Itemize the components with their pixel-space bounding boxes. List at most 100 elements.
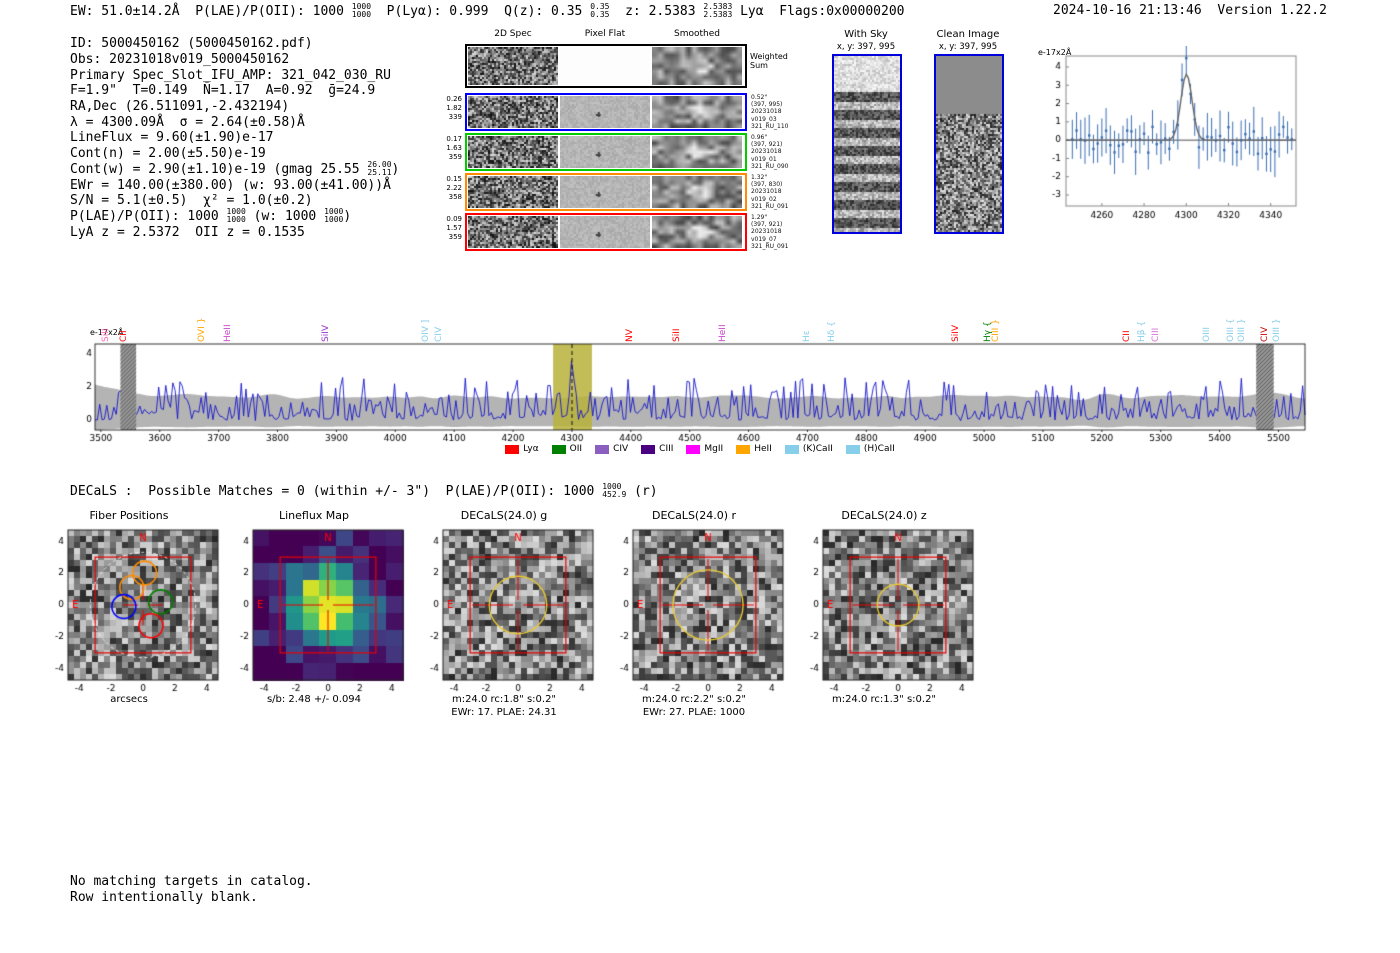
text-segment: Lyα Flags:0x00000200 <box>732 3 905 19</box>
pixel-flat-cutout <box>560 47 650 85</box>
info-line: Obs: 20231018v019_5000450162 <box>70 52 399 68</box>
text-segment: P(LAE)/P(OII): 1000 <box>70 208 227 224</box>
pixel-flat-cutout <box>560 216 650 248</box>
detection-info-block: ID: 5000450162 (5000450162.pdf) Obs: 2023… <box>70 36 399 240</box>
cutout-title: DECaLS(24.0) z <box>841 509 927 522</box>
legend-swatch <box>686 444 701 454</box>
spectral-line-label: CII <box>1122 330 1133 342</box>
cutout-image-0 <box>35 524 223 692</box>
info-line: ID: 5000450162 (5000450162.pdf) <box>70 36 399 52</box>
text-segment: Obs: 20231018v019_5000450162 <box>70 52 290 68</box>
pixel-flat-cutout <box>560 136 650 168</box>
spectral-line-label: Hε <box>802 330 813 342</box>
spectral-line-label: SiIV <box>320 324 331 342</box>
spacer <box>1202 3 1218 18</box>
full-spectrum-chart <box>70 338 1310 446</box>
stacked-fraction: 1000 1000 <box>226 207 246 225</box>
cutout-row-stats: 0.15 2.22 358 <box>446 175 462 201</box>
info-line: Cont(n) = 2.00(±5.50)e-19 <box>70 146 399 162</box>
spectral-line-label: SiIV <box>950 324 961 342</box>
legend-swatch <box>641 444 656 454</box>
spectral-line-label: CIV <box>433 326 444 342</box>
text-segment: (r) <box>626 483 658 499</box>
legend-swatch <box>845 444 860 454</box>
text-segment: Primary Spec_Slot_IFU_AMP: 321_042_030_R… <box>70 67 391 83</box>
text-segment: ) <box>343 208 352 224</box>
spectral-line-label: CIII <box>1151 327 1162 342</box>
cutout-caption: m:24.0 rc:2.2" s:0.2" <box>641 694 747 705</box>
text-segment: (w: 1000 <box>245 208 325 224</box>
footer-note: Row intentionally blank. <box>70 890 258 905</box>
cutout-caption: arcsecs <box>110 694 148 705</box>
cutout-row-1 <box>465 93 747 131</box>
text-segment: P(Lyα): 0.999 Q(z): 0.35 <box>371 3 591 19</box>
text-segment: EW: 51.0±14.2Å P(LAE)/P(OII): 1000 <box>70 3 352 19</box>
text-segment: RA,Dec (26.511091,-2.432194) <box>70 99 290 115</box>
emission-line-fit-chart <box>1030 46 1302 228</box>
cutout-image-2 <box>410 524 598 692</box>
info-line: λ = 4300.09Å σ = 2.64(±0.58)Å <box>70 114 399 130</box>
legend-item: Lyα <box>505 444 539 454</box>
cutout-row-0 <box>465 44 747 88</box>
legend-label: (H)CaII <box>863 444 895 454</box>
text-segment: LineFlux = 9.60(±1.90)e-17 <box>70 130 274 146</box>
cutout-row-stats: 0.17 1.63 359 <box>446 135 462 161</box>
info-line: Cont(w) = 2.90(±1.10)e-19 (gmag 25.55 26… <box>70 161 399 178</box>
spectral-line-label: Hδ { <box>827 321 838 342</box>
legend-label: CIV <box>613 444 629 454</box>
cutout-caption: m:24.0 rc:1.8" s:0.2" <box>451 694 557 705</box>
cutout-caption: EWr: 27. PLAE: 1000 <box>642 707 746 718</box>
legend-label: MgII <box>704 444 724 454</box>
cutout-row-annotation: 0.96" (397, 921) 20231018 v019_01 321_RU_090 <box>751 134 789 170</box>
text-segment: EWr = 140.00(±380.00) (w: 93.00(±41.00))… <box>70 177 391 193</box>
smoothed-cutout <box>652 47 742 85</box>
legend-swatch <box>505 444 520 454</box>
with-sky-image <box>834 56 900 232</box>
legend-swatch <box>784 444 799 454</box>
text-segment: λ = 4300.09Å σ = 2.64(±0.58)Å <box>70 114 305 130</box>
text-segment: Cont(n) = 2.00(±5.50)e-19 <box>70 146 266 162</box>
legend-item: MgII <box>686 444 723 454</box>
zoom-chart-ylabel: e-17x2Å <box>1038 48 1072 57</box>
info-line: P(LAE)/P(OII): 1000 1000 1000 (w: 1000 10… <box>70 207 399 225</box>
text-segment: F=1.9" T=0.149 N̄=1.17 A=0.92 ḡ=24.9 <box>70 83 376 99</box>
with-sky-panel <box>832 54 902 234</box>
col-header-smoothed: Smoothed <box>674 29 720 39</box>
legend-item: HeII <box>736 444 772 454</box>
report-version: Version 1.22.2 <box>1217 3 1327 18</box>
footer-note: No matching targets in catalog. <box>70 874 313 889</box>
legend-label: (K)CaII <box>802 444 833 454</box>
spectral-line-label: OVI } <box>197 317 208 342</box>
cutout-row-annotation: 0.52" (397, 995) 20231018 v019_03 321_RU_110 <box>751 94 789 130</box>
info-line: LineFlux = 9.60(±1.90)e-17 <box>70 130 399 146</box>
legend-swatch <box>736 444 751 454</box>
info-line: EWr = 140.00(±380.00) (w: 93.00(±41.00))… <box>70 177 399 193</box>
legend-item: (K)CaII <box>784 444 833 454</box>
cutout-title: Lineflux Map <box>278 509 350 522</box>
smoothed-cutout <box>652 136 742 168</box>
info-line: F=1.9" T=0.149 N̄=1.17 A=0.92 ḡ=24.9 <box>70 83 399 99</box>
clean-image-coords: x, y: 397, 995 <box>938 42 998 52</box>
clean-image-panel <box>934 54 1004 234</box>
legend-item: CIII <box>641 444 673 454</box>
cutout-title: DECaLS(24.0) g <box>460 509 548 522</box>
col-header-2d-spec: 2D Spec <box>494 29 532 39</box>
cutout-caption: m:24.0 rc:1.3" s:0.2" <box>831 694 937 705</box>
text-segment: DECaLS : Possible Matches = 0 (within +/… <box>70 483 603 499</box>
info-line: S/N = 5.1(±0.5) χ² = 1.0(±0.2) <box>70 193 399 209</box>
info-line: RA,Dec (26.511091,-2.432194) <box>70 99 399 115</box>
with-sky-title: With Sky <box>844 29 888 40</box>
cutout-caption: EWr: 17. PLAE: 24.31 <box>451 707 557 718</box>
spectrum-ylabel: e-17x2Å <box>90 328 124 337</box>
smoothed-cutout <box>652 96 742 128</box>
cutout-image-1 <box>220 524 408 692</box>
text-segment: LyA z = 2.5372 OII z = 0.1535 <box>70 224 305 240</box>
cutout-row-3 <box>465 173 747 211</box>
text-segment: S/N = 5.1(±0.5) χ² = 1.0(±0.2) <box>70 193 313 209</box>
spec2d-cutout <box>468 216 558 248</box>
spectral-line-label: HeII <box>717 324 728 342</box>
smoothed-cutout <box>652 216 742 248</box>
header-summary: EW: 51.0±14.2Å P(LAE)/P(OII): 1000 1000 1… <box>70 3 904 19</box>
spec2d-cutout <box>468 96 558 128</box>
spec2d-cutout <box>468 47 558 85</box>
